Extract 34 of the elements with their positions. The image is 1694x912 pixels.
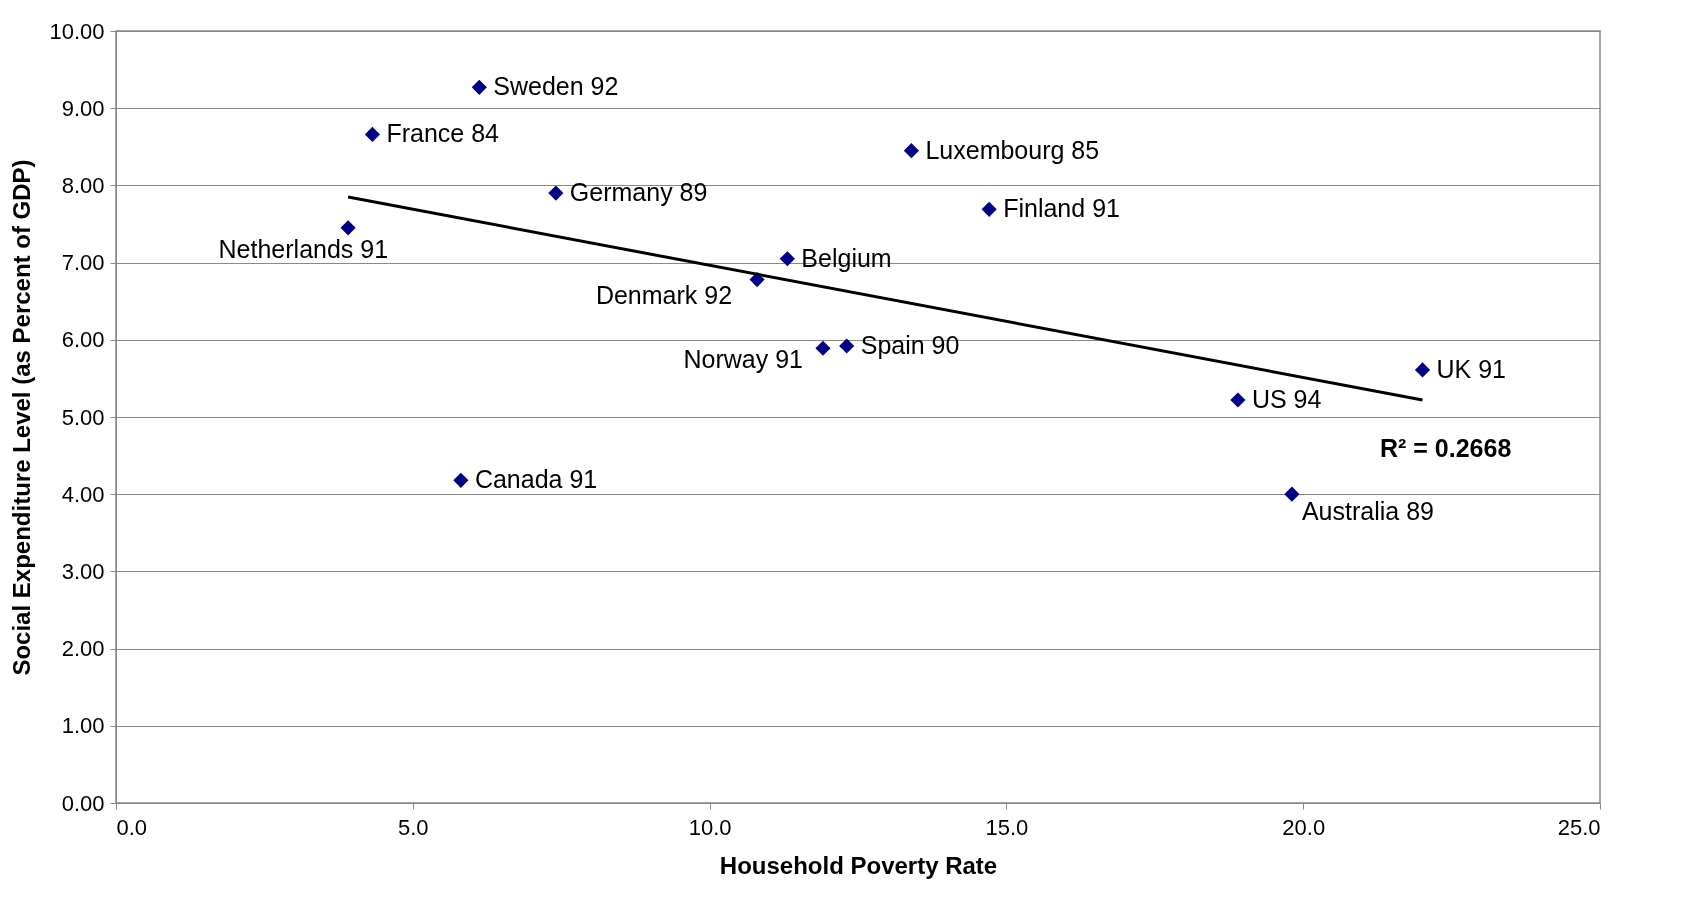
data-label: UK 91 (1436, 354, 1506, 383)
x-tick-label: 15.0 (985, 814, 1029, 840)
data-label: Norway 91 (683, 345, 803, 374)
x-tick-label: 20.0 (1282, 814, 1326, 840)
y-tick-label: 7.00 (61, 250, 105, 276)
y-tick-label: 10.00 (49, 18, 105, 44)
x-tick-label: 10.0 (688, 814, 732, 840)
data-label: Sweden 92 (493, 72, 619, 101)
x-tick-label: 5.0 (398, 814, 429, 840)
x-tick-label: 0.0 (116, 814, 148, 840)
y-tick-label: 5.00 (61, 404, 105, 430)
annotation: R² = 0.2668 (1380, 434, 1512, 462)
data-label: Australia 89 (1301, 497, 1434, 526)
y-axis-title: Social Expenditure Level (as Percent of GDP) (8, 159, 36, 676)
y-tick-label: 2.00 (61, 636, 105, 662)
data-label: Belgium (801, 243, 892, 272)
data-label: France 84 (386, 119, 500, 148)
data-label: Spain 90 (860, 330, 960, 359)
y-tick-label: 9.00 (61, 95, 105, 121)
x-tick-label: 25.0 (1557, 814, 1601, 840)
data-label: Finland 91 (1003, 194, 1120, 223)
y-tick-label: 3.00 (61, 558, 105, 584)
data-label: Canada 91 (474, 465, 598, 494)
data-label: Luxembourg 85 (925, 135, 1100, 164)
data-label: US 94 (1251, 385, 1322, 414)
y-tick-label: 4.00 (61, 481, 105, 507)
y-tick-label: 1.00 (61, 713, 105, 739)
data-label: Germany 89 (569, 178, 708, 207)
y-tick-label: 8.00 (61, 172, 105, 198)
y-tick-label: 0.00 (61, 790, 105, 816)
data-label: Denmark 92 (595, 280, 733, 309)
data-label: Netherlands 91 (218, 234, 389, 263)
y-tick-label: 6.00 (61, 327, 105, 353)
x-axis-title: Household Poverty Rate (719, 851, 998, 879)
